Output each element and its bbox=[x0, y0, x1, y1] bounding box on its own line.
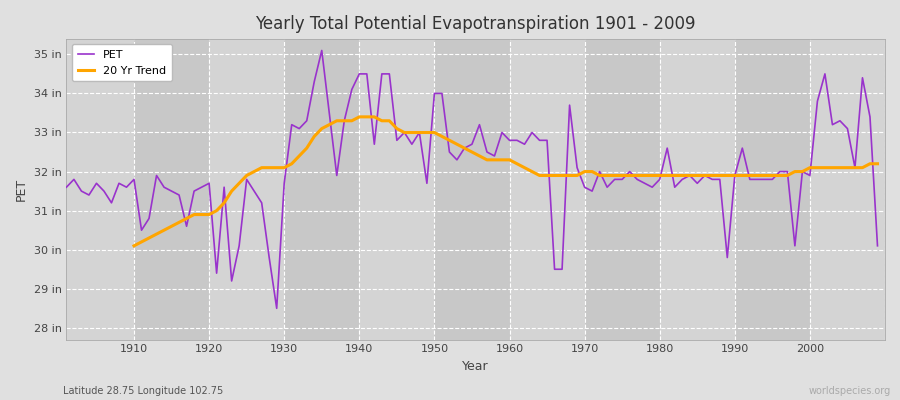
20 Yr Trend bbox=[302, 146, 312, 150]
Bar bbox=[509, 39, 585, 340]
PET bbox=[511, 138, 522, 143]
PET bbox=[61, 185, 72, 190]
20 Yr Trend bbox=[580, 169, 590, 174]
Text: worldspecies.org: worldspecies.org bbox=[809, 386, 891, 396]
PET bbox=[293, 126, 304, 131]
PET bbox=[346, 87, 357, 92]
Bar bbox=[58, 39, 134, 340]
Bar bbox=[734, 39, 810, 340]
X-axis label: Year: Year bbox=[463, 360, 489, 373]
Y-axis label: PET: PET bbox=[15, 178, 28, 201]
PET bbox=[122, 185, 132, 190]
Bar bbox=[209, 39, 284, 340]
PET bbox=[271, 306, 282, 311]
Bar bbox=[810, 39, 885, 340]
20 Yr Trend bbox=[271, 165, 282, 170]
20 Yr Trend bbox=[129, 244, 140, 248]
PET bbox=[317, 48, 328, 53]
PET bbox=[519, 142, 530, 147]
20 Yr Trend bbox=[820, 165, 831, 170]
Line: PET: PET bbox=[67, 50, 878, 308]
Title: Yearly Total Potential Evapotranspiration 1901 - 2009: Yearly Total Potential Evapotranspiratio… bbox=[256, 15, 696, 33]
Bar bbox=[284, 39, 359, 340]
Bar bbox=[660, 39, 734, 340]
Bar bbox=[585, 39, 660, 340]
Line: 20 Yr Trend: 20 Yr Trend bbox=[134, 117, 878, 246]
Bar bbox=[359, 39, 435, 340]
Bar bbox=[435, 39, 509, 340]
20 Yr Trend bbox=[872, 161, 883, 166]
20 Yr Trend bbox=[519, 165, 530, 170]
PET bbox=[872, 244, 883, 248]
Bar bbox=[134, 39, 209, 340]
20 Yr Trend bbox=[354, 114, 364, 119]
Text: Latitude 28.75 Longitude 102.75: Latitude 28.75 Longitude 102.75 bbox=[63, 386, 223, 396]
Legend: PET, 20 Yr Trend: PET, 20 Yr Trend bbox=[72, 44, 172, 81]
20 Yr Trend bbox=[842, 165, 853, 170]
Bar bbox=[885, 39, 900, 340]
PET bbox=[609, 177, 620, 182]
